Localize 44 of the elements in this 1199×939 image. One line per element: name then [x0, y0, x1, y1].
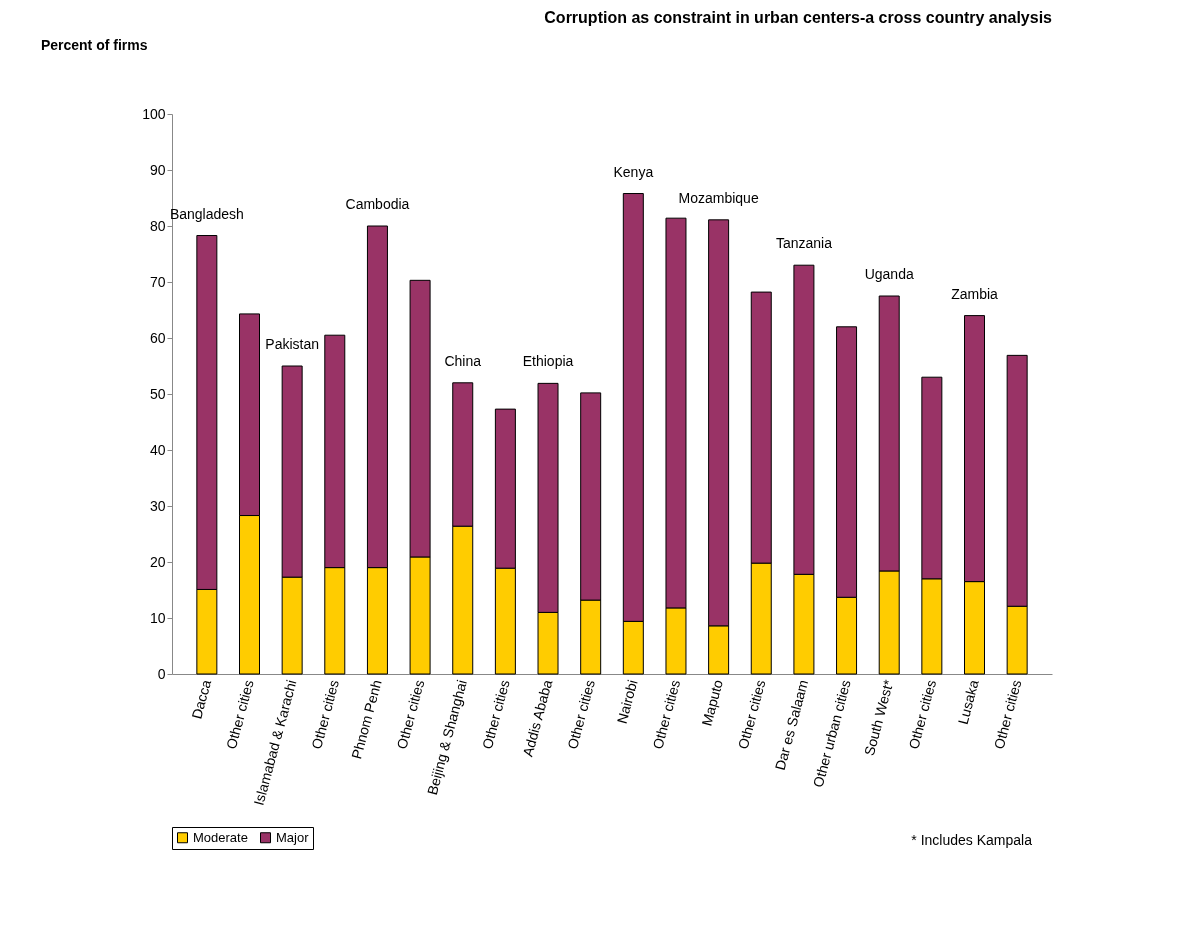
x-tick-label: Addis Ababa [519, 677, 556, 759]
y-tick-label: 30 [149, 497, 166, 514]
annotation: Cambodia [345, 196, 410, 212]
annotation: Mozambique [678, 189, 759, 206]
x-tick-label: Other cities [393, 678, 428, 751]
annotation: Zambia [951, 285, 999, 302]
x-tick-label: Other cities [734, 678, 769, 751]
annotation: Ethiopia [522, 353, 574, 370]
y-tick-label: 60 [149, 329, 166, 346]
x-tick-label: Other cities [905, 678, 940, 751]
x-tick-label: Phnom Penh [348, 678, 385, 761]
annotation: China [444, 352, 482, 369]
y-tick-label: 70 [149, 273, 166, 290]
x-tick-label: Other cities [564, 678, 598, 751]
annotation: Tanzania [775, 235, 833, 252]
y-tick-label: 10 [149, 609, 166, 626]
y-tick-label: 100 [142, 105, 166, 122]
x-tick-label: Nairobi [613, 678, 641, 726]
y-tick-label: 20 [149, 553, 166, 570]
x-tick-label: Other cities [308, 678, 343, 751]
chart-title: Corruption as constraint in urban centers-a cross country analysis [544, 9, 1053, 26]
legend-label: Moderate [193, 829, 248, 845]
x-tick-label: Dacca [188, 677, 215, 721]
x-tick-label: Lusaka [954, 677, 982, 726]
annotation: Pakistan [265, 336, 319, 352]
y-tick-label: 80 [149, 217, 166, 234]
text: * Includes Kampala [911, 832, 1033, 848]
x-tick-label: Other cities [990, 678, 1025, 751]
x-tick-label: Other urban cities [809, 678, 854, 790]
x-tick-label: Other cities [478, 678, 513, 751]
x-tick-label: Maputo [698, 677, 726, 728]
legend-label: Major [276, 829, 310, 845]
x-tick-label: Dar es Salaam [771, 678, 812, 772]
x-tick-label: Other cities [222, 678, 257, 751]
annotation: Uganda [864, 266, 914, 282]
y-tick-label: 50 [149, 385, 166, 402]
x-tick-label: South West* [860, 677, 897, 758]
y-tick-label: 40 [149, 441, 166, 458]
y-tick-label: 0 [157, 665, 166, 682]
x-tick-label: Other cities [649, 678, 684, 751]
y-tick-label: 90 [149, 161, 166, 178]
annotation: Bangladesh [169, 205, 244, 222]
y-axis-title: Percent of firms [40, 36, 148, 53]
annotation: Kenya [613, 163, 654, 180]
